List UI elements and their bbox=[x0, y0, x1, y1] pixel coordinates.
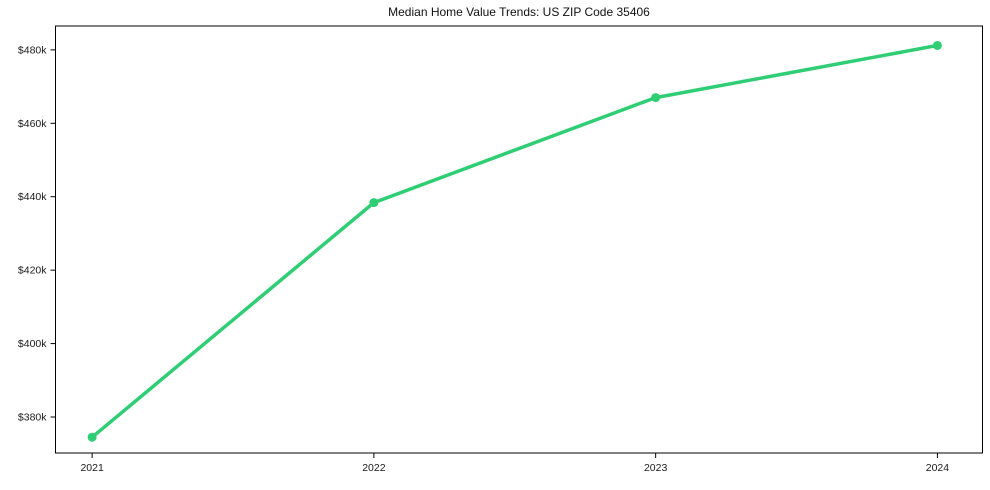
y-tick-label: $400k bbox=[18, 338, 47, 350]
y-tick-label: $480k bbox=[18, 44, 47, 56]
x-tick-label: 2021 bbox=[80, 462, 104, 474]
data-point-2023 bbox=[651, 93, 661, 103]
y-tick-label: $460k bbox=[18, 118, 47, 130]
x-tick-label: 2024 bbox=[926, 462, 950, 474]
x-tick-label: 2022 bbox=[362, 462, 386, 474]
data-point-2024 bbox=[932, 40, 942, 50]
trend-line bbox=[90, 43, 940, 439]
y-tick-label: $420k bbox=[18, 265, 47, 277]
y-tick-label: $380k bbox=[18, 412, 47, 424]
chart-title: Median Home Value Trends: US ZIP Code 35… bbox=[388, 5, 650, 19]
plot-box bbox=[55, 25, 983, 454]
data-point-2021 bbox=[87, 432, 97, 442]
data-point-2022 bbox=[369, 198, 379, 208]
x-tick-label: 2023 bbox=[644, 462, 668, 474]
y-tick-label: $440k bbox=[18, 191, 47, 203]
